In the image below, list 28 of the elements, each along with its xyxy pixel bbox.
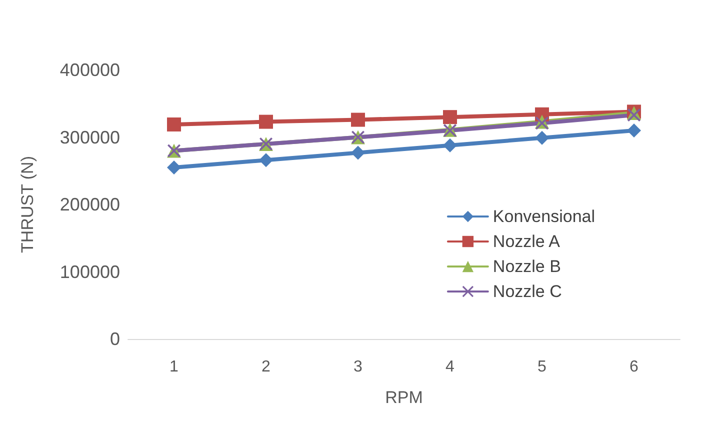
legend-label: Nozzle A: [492, 232, 561, 251]
point: [443, 138, 457, 152]
point: [443, 110, 457, 124]
legend-label: Nozzle B: [492, 257, 561, 276]
x-tick-label: 6: [630, 358, 639, 376]
legend-label: Konvensional: [492, 207, 596, 226]
point: [259, 114, 273, 129]
legend-label: Nozzle C: [492, 282, 562, 301]
point: [259, 153, 273, 168]
y-tick-label: 400000: [60, 60, 120, 80]
point: [628, 108, 640, 122]
point: [627, 124, 641, 138]
point: [535, 130, 549, 145]
y-axis-title: THRUST (N): [18, 156, 37, 253]
x-tick-label: 4: [446, 358, 455, 376]
y-tick-label: 100000: [60, 262, 120, 282]
point: [351, 146, 365, 160]
x-tick-label: 2: [262, 358, 271, 376]
y-tick-label: 0: [110, 329, 120, 349]
y-tick-label: 300000: [60, 127, 120, 148]
point: [167, 160, 181, 175]
x-tick-label: 1: [170, 358, 179, 376]
x-tick-label: 3: [354, 358, 363, 376]
point: [351, 112, 365, 127]
x-axis-title: RPM: [385, 388, 423, 407]
point: [167, 117, 181, 132]
x-tick-label: 5: [538, 358, 547, 376]
y-tick-label: 200000: [60, 194, 120, 214]
